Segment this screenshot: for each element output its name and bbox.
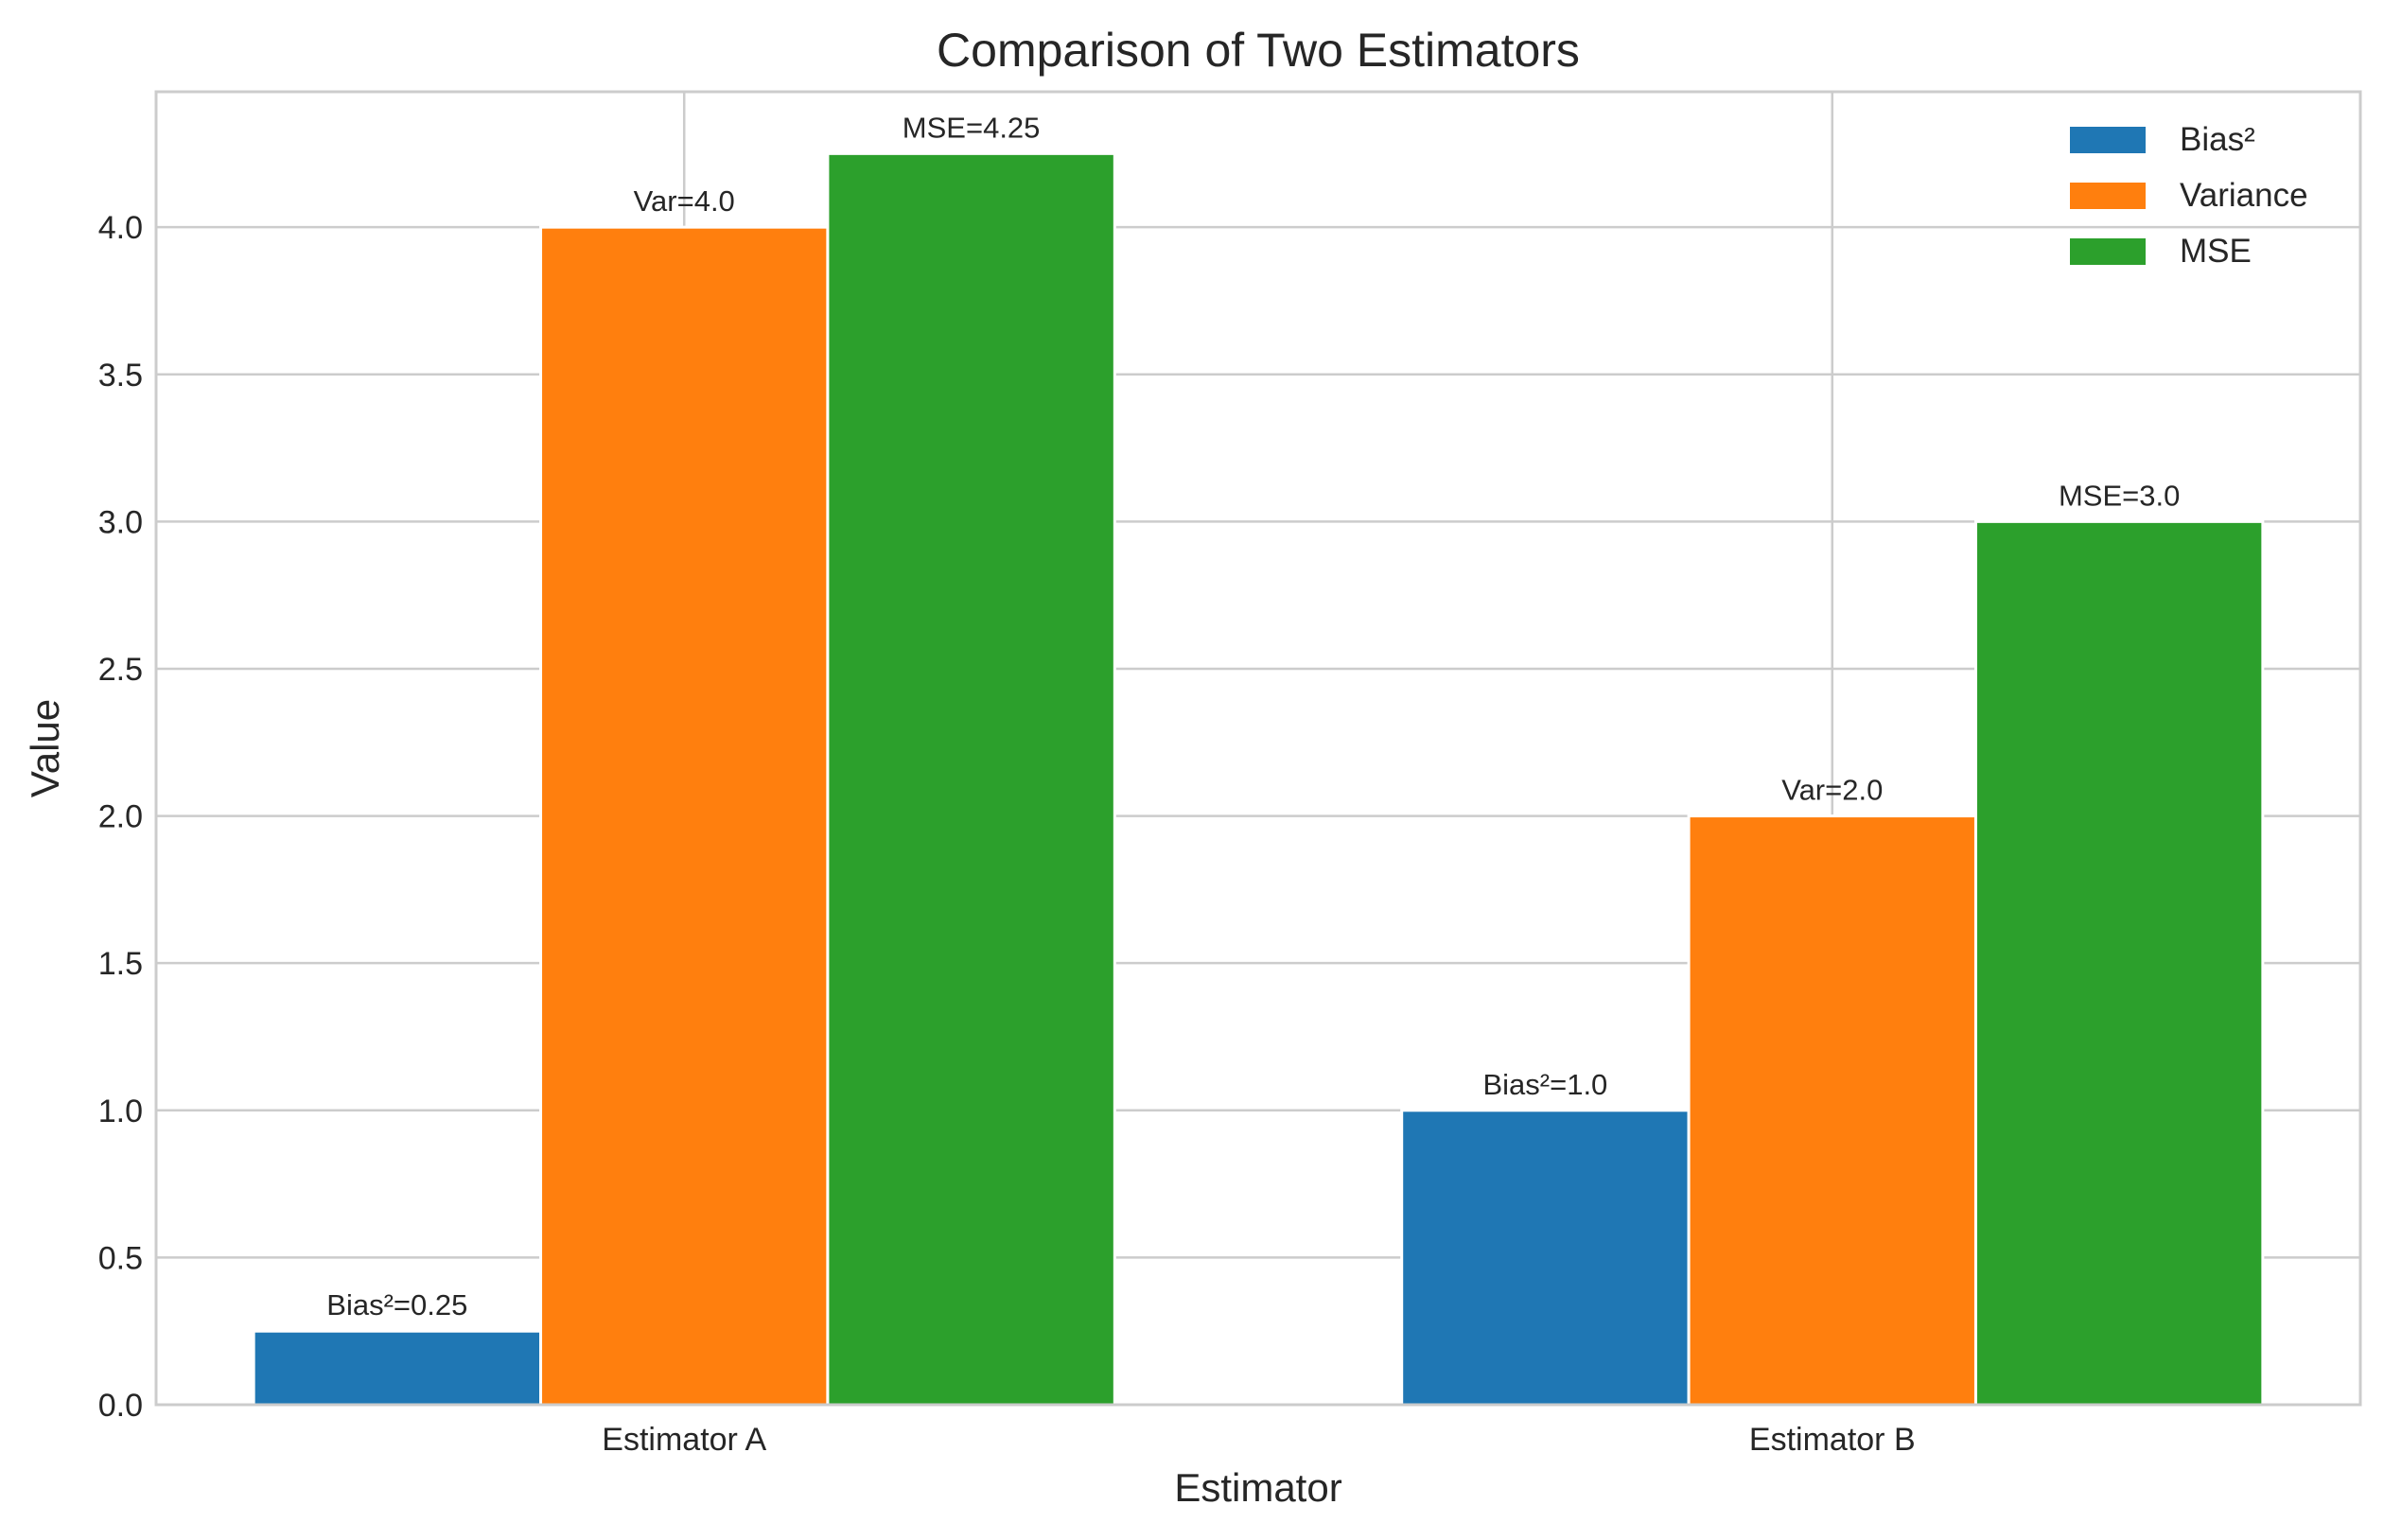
y-tick-label: 3.0 xyxy=(98,504,143,540)
y-tick-label: 3.5 xyxy=(98,358,143,394)
chart-title: Comparison of Two Estimators xyxy=(937,24,1580,77)
legend-label: MSE xyxy=(2180,233,2252,270)
y-tick-label: 4.0 xyxy=(98,210,143,246)
bar xyxy=(826,151,1116,1407)
legend-swatch xyxy=(2070,127,2146,153)
legend-label: Bias² xyxy=(2180,121,2255,158)
y-tick-label: 2.5 xyxy=(98,652,143,688)
plot-frame xyxy=(154,90,2362,1407)
legend-label: Variance xyxy=(2180,177,2308,214)
y-tick-label: 1.0 xyxy=(98,1094,143,1129)
x-axis-ticks: Estimator A Estimator B xyxy=(602,1422,1915,1458)
y-tick-label: 1.5 xyxy=(98,946,143,982)
y-tick-label: 0.0 xyxy=(98,1388,143,1424)
bar xyxy=(1687,814,1977,1407)
bar-value-label: Var=4.0 xyxy=(634,184,735,218)
y-axis-ticks: 0.0 0.5 1.0 1.5 2.0 2.5 3.0 3.5 4.0 xyxy=(98,210,143,1424)
legend-swatch xyxy=(2070,238,2146,265)
bar-value-label: Var=2.0 xyxy=(1781,774,1883,807)
bar-annotations: Bias²=0.25 Bias²=1.0 Var=4.0 Var=2.0 MSE=4.2… xyxy=(326,111,2180,1321)
bar xyxy=(539,225,830,1407)
bars xyxy=(252,151,2265,1407)
legend: Bias² Variance MSE xyxy=(2070,121,2308,270)
bar-value-label: Bias²=1.0 xyxy=(1482,1068,1607,1101)
x-tick-label: Estimator A xyxy=(602,1422,766,1458)
x-axis-label: Estimator xyxy=(1174,1465,1341,1510)
legend-swatch xyxy=(2070,183,2146,209)
bar xyxy=(252,1329,543,1407)
x-tick-label: Estimator B xyxy=(1749,1422,1916,1458)
bar-value-label: MSE=4.25 xyxy=(903,111,1041,144)
bar xyxy=(1973,519,2265,1407)
y-tick-label: 0.5 xyxy=(98,1240,143,1276)
y-axis-label: Value xyxy=(23,699,67,797)
bar-value-label: MSE=3.0 xyxy=(2059,479,2180,512)
bar xyxy=(1400,1109,1691,1407)
bar-value-label: Bias²=0.25 xyxy=(326,1288,467,1321)
y-tick-label: 2.0 xyxy=(98,799,143,835)
